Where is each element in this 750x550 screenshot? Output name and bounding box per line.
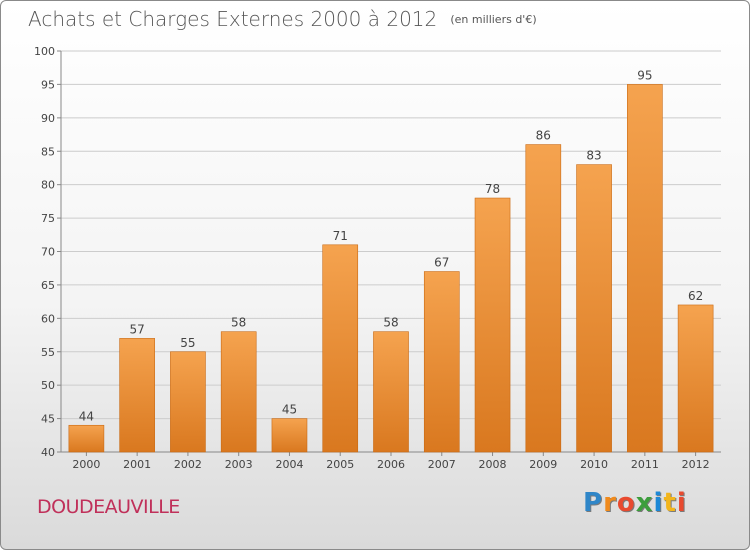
y-tick-label: 90 <box>41 112 55 125</box>
x-tick-label: 2006 <box>377 458 405 471</box>
x-tick-label: 2012 <box>682 458 710 471</box>
bar-value-label: 78 <box>485 182 500 196</box>
x-tick-label: 2002 <box>174 458 202 471</box>
chart-title: Achats et Charges Externes 2000 à 2012 (… <box>28 7 537 31</box>
labels: 40 45 50 55 60 65 70 75 80 85 90 95 100 44 2000 57 2001 5… <box>34 45 710 471</box>
x-tick-label: 2008 <box>479 458 507 471</box>
y-tick-label: 100 <box>34 45 55 58</box>
bar <box>627 84 663 453</box>
proxiti-logo: Proxiti <box>583 488 687 518</box>
bar <box>525 144 562 453</box>
bar-value-label: 62 <box>688 289 703 303</box>
x-tick-label: 2005 <box>326 458 354 471</box>
bar-value-label: 45 <box>282 403 297 417</box>
bar-value-label: 83 <box>586 149 601 163</box>
y-tick-label: 60 <box>41 312 55 325</box>
x-tick-label: 2010 <box>580 458 608 471</box>
bar <box>474 197 511 453</box>
bar <box>677 304 714 453</box>
bar-value-label: 67 <box>434 256 449 270</box>
bar <box>576 164 612 453</box>
x-tick-label: 2011 <box>631 458 659 471</box>
bars <box>68 84 714 453</box>
logo-letter: o <box>616 488 636 518</box>
bar <box>68 424 105 453</box>
chart-title-main: Achats et Charges Externes 2000 à 2012 <box>28 7 438 31</box>
chart-title-unit: (en milliers d'€) <box>450 13 537 26</box>
commune-name: DOUDEAUVILLE <box>37 496 180 518</box>
logo-letter: P <box>583 488 604 518</box>
y-tick-label: 40 <box>41 446 55 459</box>
bar <box>170 351 206 453</box>
bar-value-label: 58 <box>383 316 398 330</box>
y-tick-label: 80 <box>41 179 55 192</box>
x-tick-label: 2000 <box>72 458 100 471</box>
bar <box>271 418 308 453</box>
bar <box>423 271 460 453</box>
logo-letter: i <box>653 488 664 518</box>
y-tick-label: 70 <box>41 246 55 259</box>
y-tick-label: 55 <box>41 346 55 359</box>
x-tick-label: 2001 <box>123 458 151 471</box>
bar-value-label: 86 <box>536 129 551 143</box>
bar <box>220 331 257 453</box>
bar <box>322 244 359 453</box>
logo-letter: r <box>603 488 617 518</box>
bar <box>119 338 155 453</box>
logo-letter: i <box>676 488 687 518</box>
y-tick-label: 50 <box>41 379 55 392</box>
y-tick-label: 45 <box>41 413 55 426</box>
logo-letter: t <box>663 488 677 518</box>
x-tick-label: 2009 <box>529 458 557 471</box>
x-tick-label: 2007 <box>428 458 456 471</box>
bar <box>373 331 409 453</box>
x-tick-label: 2004 <box>275 458 303 471</box>
x-tick-label: 2003 <box>225 458 253 471</box>
y-tick-label: 85 <box>41 145 55 158</box>
y-tick-label: 75 <box>41 212 55 225</box>
bar-value-label: 57 <box>130 322 145 336</box>
bar-value-label: 44 <box>79 409 94 423</box>
y-tick-label: 95 <box>41 78 55 91</box>
bar-value-label: 95 <box>637 68 652 82</box>
logo-letter: x <box>635 488 654 518</box>
bar-value-label: 58 <box>231 316 246 330</box>
bar-value-label: 55 <box>180 336 195 350</box>
y-tick-label: 65 <box>41 279 55 292</box>
bar-value-label: 71 <box>333 229 348 243</box>
